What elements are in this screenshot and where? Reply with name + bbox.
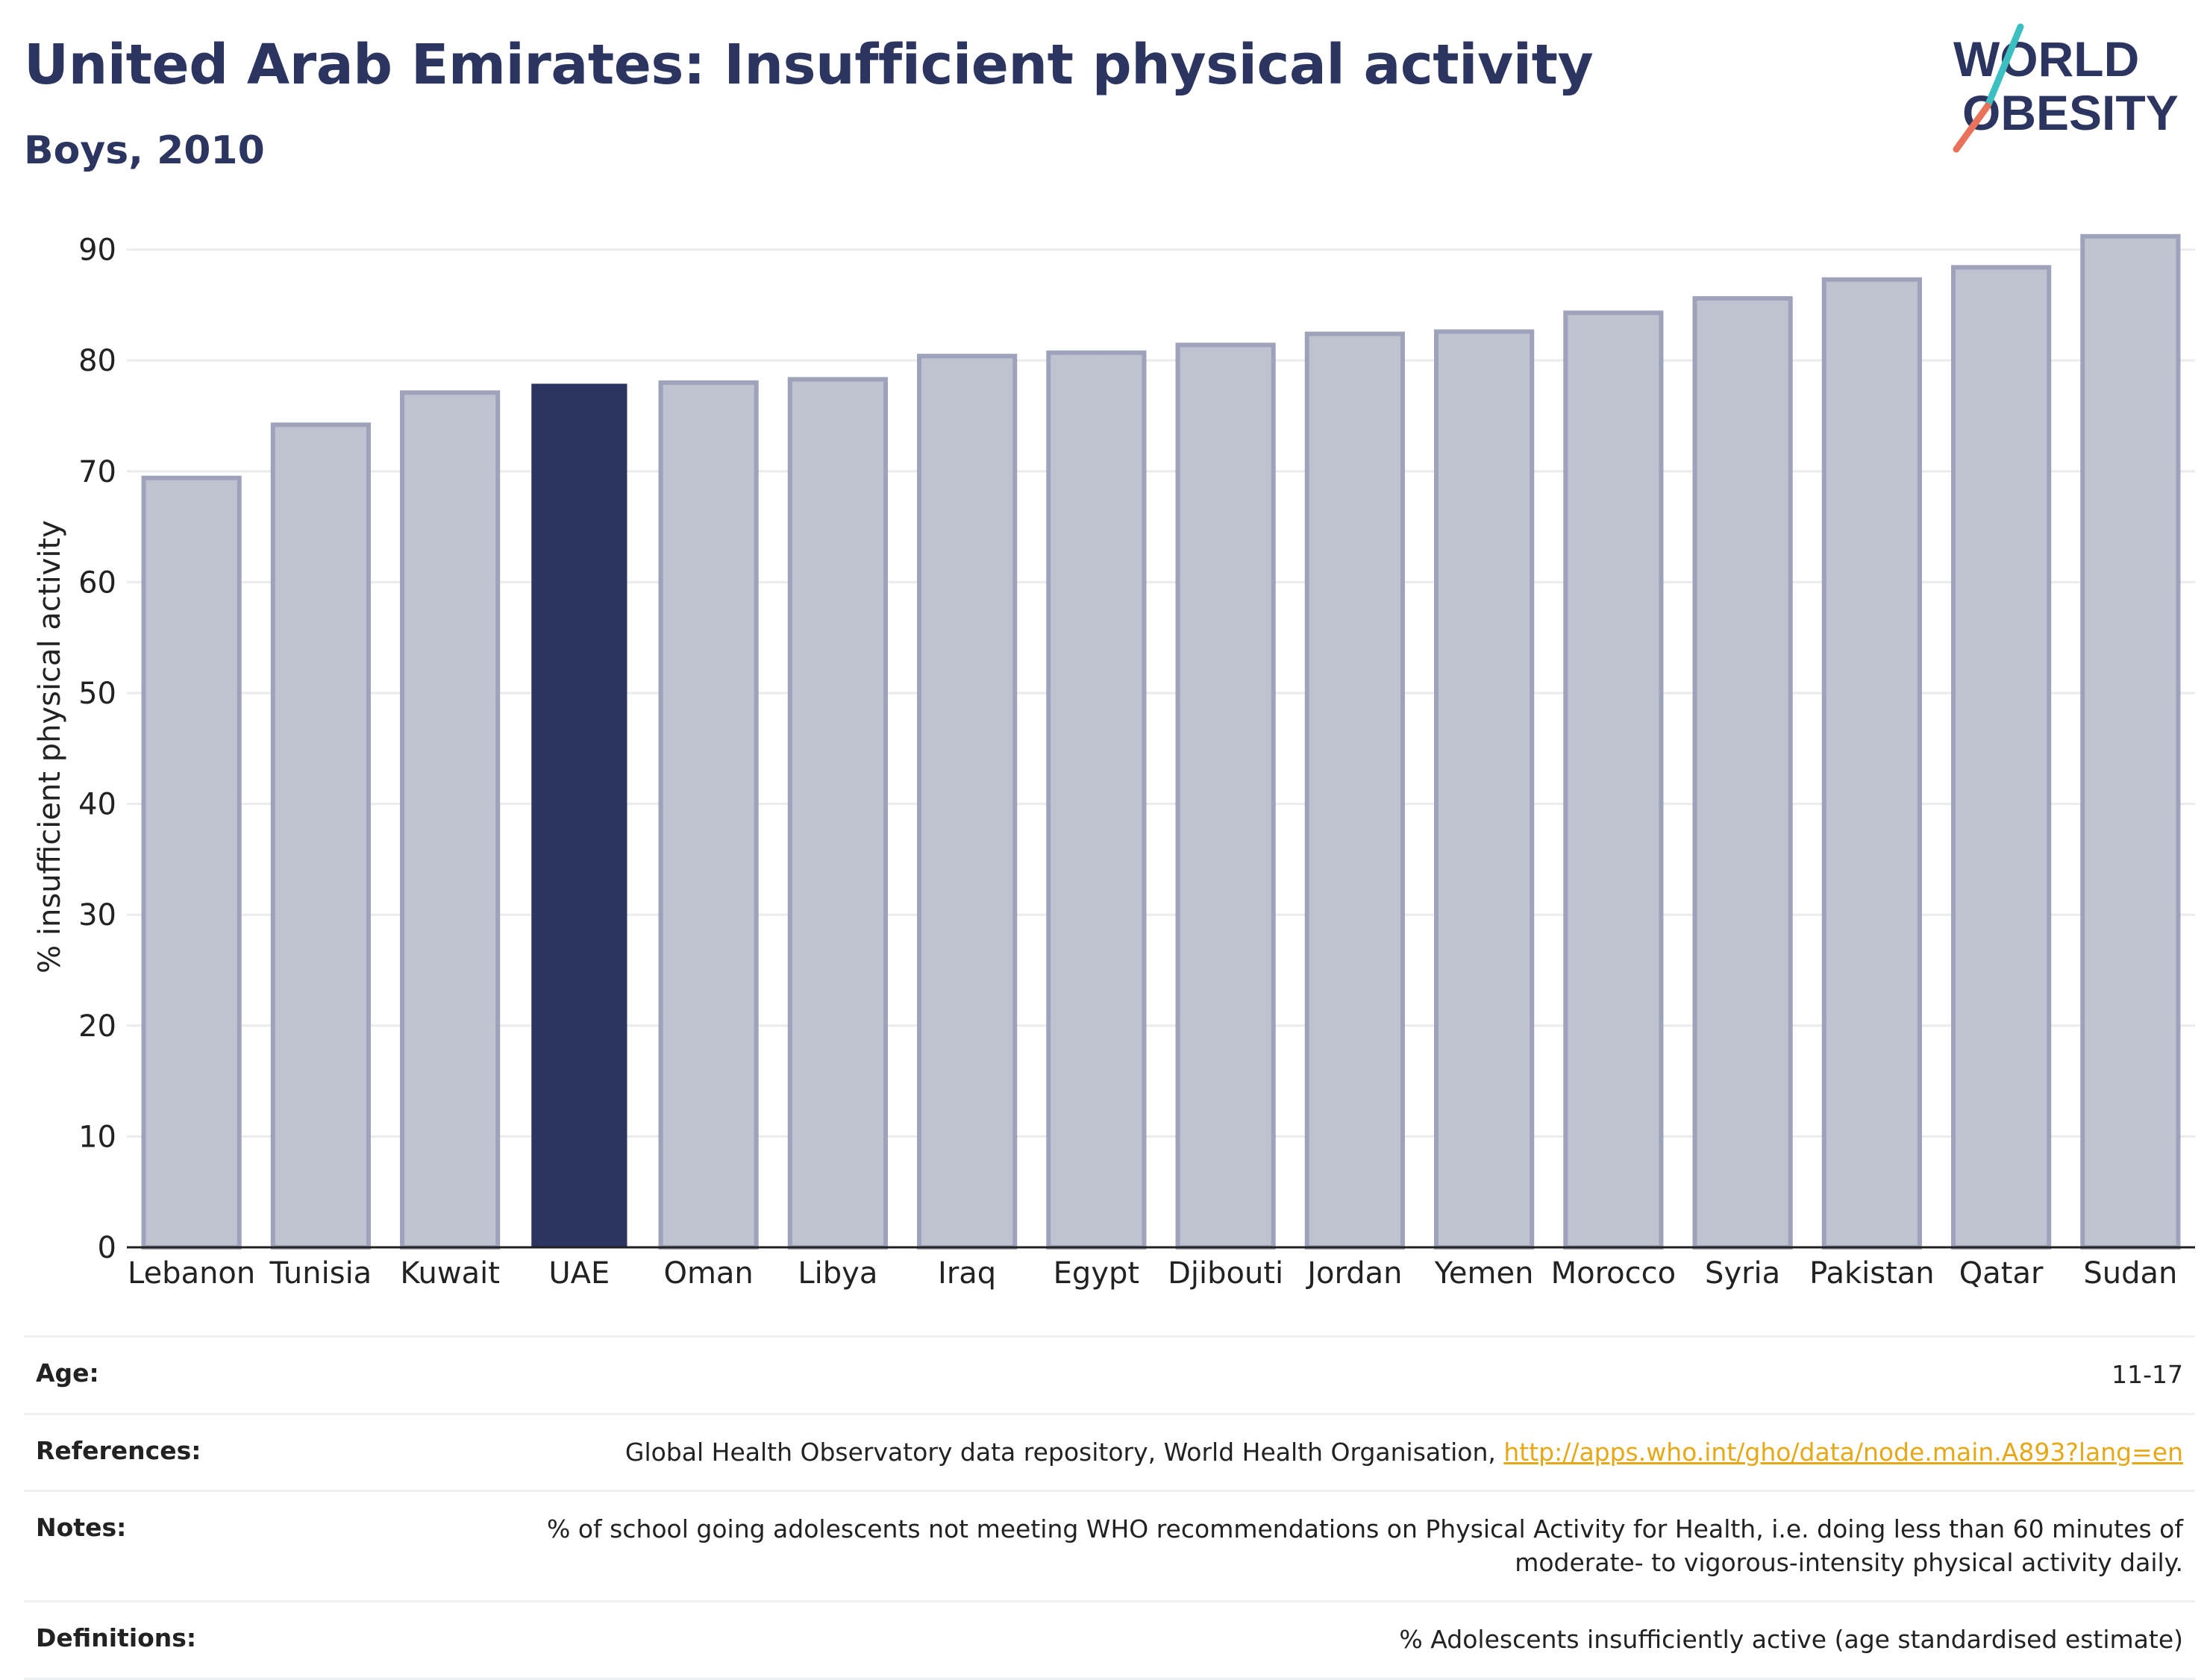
x-tick-label: Qatar	[1959, 1256, 2044, 1291]
bar	[917, 354, 1018, 1250]
x-tick-label: Jordan	[1305, 1256, 1402, 1291]
y-tick-label: 50	[78, 677, 116, 711]
x-tick-label: Oman	[663, 1256, 753, 1291]
y-tick-label: 90	[78, 233, 116, 268]
bar	[1175, 342, 1276, 1250]
world-obesity-logo: WORLD OBESITY	[1953, 23, 2179, 153]
logo-text-obesity: OBESITY	[1962, 85, 2179, 140]
page-title: United Arab Emirates: Insufficient physi…	[24, 33, 1594, 97]
x-tick-label: Morocco	[1551, 1256, 1676, 1291]
meta-label-references: References:	[36, 1435, 201, 1465]
page-subtitle: Boys, 2010	[24, 128, 265, 173]
bar	[1046, 350, 1147, 1250]
y-tick-label: 40	[78, 788, 116, 822]
y-tick-label: 70	[78, 455, 116, 489]
logo-slash-top	[1984, 23, 2024, 110]
bar	[658, 380, 759, 1250]
x-tick-label: Egypt	[1054, 1256, 1139, 1291]
metadata-table: Age: 11-17 References: Global Health Obs…	[24, 1335, 2195, 1680]
bar	[1692, 295, 1793, 1250]
bar-highlighted	[531, 383, 627, 1248]
meta-value-references: Global Health Observatory data repositor…	[625, 1436, 2183, 1470]
notes-line-1: % of school going adolescents not meetin…	[546, 1514, 2183, 1544]
x-axis-ticks: Lebanon Tunisia Kuwait UAE Oman Libya Iraq Egyp…	[128, 1256, 2177, 1291]
x-tick-label: Libya	[798, 1256, 877, 1291]
bar	[1563, 310, 1664, 1250]
y-axis-label: % insufficient physical activity	[33, 520, 67, 974]
notes-line-2: moderate- to vigorous-intensity physical…	[1515, 1547, 2183, 1577]
x-tick-label: Djibouti	[1168, 1256, 1283, 1291]
bar	[787, 377, 888, 1250]
bar	[270, 422, 371, 1250]
x-tick-label: Yemen	[1434, 1256, 1534, 1291]
y-tick-label: 80	[78, 344, 116, 378]
bar	[400, 390, 501, 1250]
bar	[1434, 329, 1535, 1250]
meta-value-notes: % of school going adolescents not meetin…	[547, 1513, 2183, 1579]
y-axis-ticks: 0 10 20 30 40 50 60 70 80 90	[78, 233, 116, 1265]
bar	[1951, 265, 2052, 1250]
y-tick-label: 10	[78, 1120, 116, 1154]
y-tick-label: 60	[78, 565, 116, 600]
logo-slash-bottom	[1953, 102, 1991, 153]
meta-label-definitions: Definitions:	[36, 1623, 197, 1653]
x-tick-label: Iraq	[938, 1256, 996, 1291]
bar	[2080, 233, 2181, 1250]
x-tick-label: Kuwait	[400, 1256, 500, 1291]
logo-text-world: WORLD	[1953, 31, 2139, 87]
x-tick-label: Tunisia	[269, 1256, 372, 1291]
meta-row-notes: Notes: % of school going adolescents not…	[24, 1490, 2195, 1600]
meta-label-age: Age:	[36, 1358, 99, 1388]
meta-row-age: Age: 11-17	[24, 1335, 2195, 1413]
x-tick-label: Sudan	[2083, 1256, 2177, 1291]
meta-row-references: References: Global Health Observatory da…	[24, 1412, 2195, 1491]
bar-chart: 0 10 20 30 40 50 60 70 80 90 Lebanon Tunisia Kuwait…	[33, 233, 2195, 1291]
y-tick-label: 30	[78, 898, 116, 933]
references-text: Global Health Observatory data repositor…	[624, 1437, 1504, 1467]
references-link[interactable]: http://apps.who.int/gho/data/node.main.A…	[1503, 1437, 2183, 1467]
x-tick-label: Lebanon	[128, 1256, 255, 1291]
bar	[141, 475, 242, 1250]
y-tick-label: 0	[98, 1231, 116, 1265]
meta-value-definitions: % Adolescents insufficiently active (age…	[1399, 1625, 2183, 1655]
meta-value-age: 11-17	[2111, 1360, 2183, 1389]
y-tick-label: 20	[78, 1009, 116, 1044]
x-tick-label: Syria	[1705, 1256, 1780, 1291]
meta-row-definitions: Definitions: % Adolescents insufficientl…	[24, 1600, 2195, 1680]
x-tick-label: Pakistan	[1809, 1256, 1935, 1291]
meta-label-notes: Notes:	[36, 1513, 127, 1543]
bar	[1821, 277, 1922, 1250]
bar	[1304, 331, 1405, 1250]
x-tick-label: UAE	[548, 1256, 610, 1291]
bars	[141, 233, 2181, 1250]
